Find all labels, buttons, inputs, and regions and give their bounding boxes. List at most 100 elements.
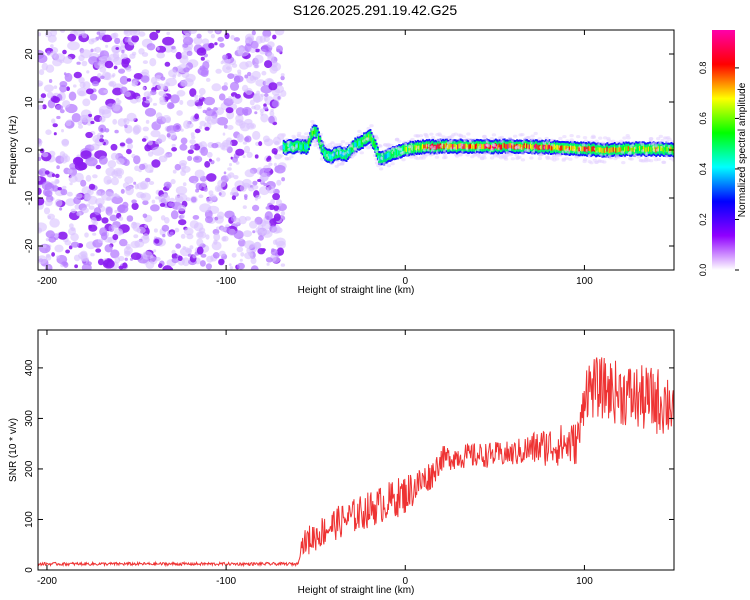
colorbar-tick-label: 0.4 [698,163,708,176]
spectrogram-noise-cell [88,113,93,118]
spectrogram-halo-cell [289,155,294,159]
spectrogram-noise-cell [155,140,160,145]
spectrogram-noise-cell [244,252,254,260]
spectrogram-noise-cell [81,263,92,270]
spectrogram-core-cell [498,143,501,149]
spectrogram-halo-cell [489,156,495,160]
spectrogram-noise-cell [146,43,156,51]
spectrogram-noise-cell [93,48,97,52]
spectrogram-noise-cell [221,85,228,91]
spectrogram-noise-cell [51,173,56,178]
spectrogram-noise-cell [202,61,210,70]
spectrogram-noise-cell [273,151,278,155]
spectrogram-core-cell [323,149,325,155]
spectrogram-noise-cell [51,118,56,124]
spectrogram-noise-cell [136,226,146,234]
spectrogram-noise-cell [223,98,234,106]
spectrogram-halo-cell [390,162,395,166]
spectrogram-core-cell [501,144,504,150]
spectrogram-core-cell [354,142,357,147]
spectrogram-noise-cell [105,44,109,48]
spectrogram-noise-cell [168,153,173,157]
spectrogram-halo-cell [425,152,430,157]
spectrogram-core-cell [547,145,550,151]
spectrogram-noise-cell [38,170,43,175]
spectrogram-noise-cell [223,82,228,87]
spectrogram-noise-cell [172,169,177,174]
spectrogram-noise-cell [243,230,252,238]
spectrogram-core-cell [562,145,565,151]
spectrogram-core-cell [649,146,651,152]
spectrogram-noise-cell [205,77,211,82]
spectrogram-core-cell [499,144,502,150]
spectrogram-noise-cell [118,265,124,270]
spectrogram-noise-cell [206,151,213,158]
spectrogram-noise-cell [95,215,102,222]
spectrogram-noise-cell [251,30,256,36]
spectrogram-core-cell [304,143,307,149]
spectrogram-noise-cell [121,49,125,54]
spectrogram-noise-cell [249,99,255,106]
spectrogram-noise-cell [100,75,105,80]
spectrogram-noise-cell [264,93,269,97]
spectrogram-halo-cell [640,142,645,146]
spectrogram-noise-cell [126,78,132,82]
spectrogram-halo-cell [297,131,302,135]
spectrogram-noise-cell [96,31,101,35]
spectrogram-core-cell [309,136,312,142]
spectrogram-noise-cell [133,155,141,165]
spectrogram-halo-cell [529,156,534,160]
spectrogram-core-cell [457,144,460,150]
spectrogram-halo-cell [622,136,627,140]
spectrogram-halo-cell [626,136,631,140]
spectrogram-noise-cell [66,191,73,197]
spectrogram-core-cell [474,144,477,150]
spectrogram-noise-cell [144,224,148,229]
spectrogram-core-cell [458,143,461,149]
spectrogram-noise-cell [280,75,285,81]
spectrogram-noise-cell [152,102,158,106]
spectrogram-noise-cell [188,175,199,184]
spectrogram-noise-cell [98,30,106,36]
spectrogram-core-cell [563,145,566,151]
spectrogram-noise-cell [78,77,85,84]
spectrogram-halo-cell [525,136,531,140]
spectrogram-core-cell [448,144,451,150]
spectrogram-core-cell [330,154,333,160]
snr-y-tick-label: 400 [24,359,35,376]
spectrogram-noise-cell [169,231,174,236]
spectrogram-core-cell [315,129,318,135]
spectrogram-noise-cell [86,203,91,207]
spectrogram-halo-cell [514,153,519,157]
spectrogram-noise-cell [142,233,150,240]
spectrogram-noise-cell [46,91,54,99]
spectrogram-noise-cell [250,265,259,270]
spectrogram-noise-cell [78,124,83,129]
spectrogram-noise-cell [91,80,100,87]
spectrogram-noise-cell [166,102,174,110]
spectrogram-noise-cell [211,142,219,149]
spectrogram-noise-cell [155,112,163,120]
spectrogram-noise-cell [231,63,238,68]
spectrogram-noise-cell [120,53,128,60]
snr-y-tick-label: 0 [24,567,35,573]
spectrogram-noise-cell [149,31,159,41]
spectrogram-noise-cell [53,132,57,136]
spectrogram-core-cell [455,144,458,150]
spectrogram-core-cell [659,147,662,153]
spectrogram-noise-cell [144,107,157,117]
spectrogram-noise-cell [251,105,257,110]
spectrogram-noise-cell [172,123,182,133]
spectrogram-noise-cell [90,117,94,122]
spectrogram-noise-cell [150,129,161,138]
spectrogram-noise-cell [54,198,63,208]
spectrogram-noise-cell [124,250,131,257]
spectrogram-noise-cell [131,35,140,43]
spectrogram-halo-cell [546,155,551,160]
spectrogram-noise-cell [194,128,201,134]
spectrogram-noise-cell [231,252,237,258]
spectrogram-noise-cell [177,255,183,261]
spectrogram-halo-cell [486,144,491,148]
spectrogram-noise-cell [274,164,286,174]
spectrogram-noise-cell [231,103,238,110]
